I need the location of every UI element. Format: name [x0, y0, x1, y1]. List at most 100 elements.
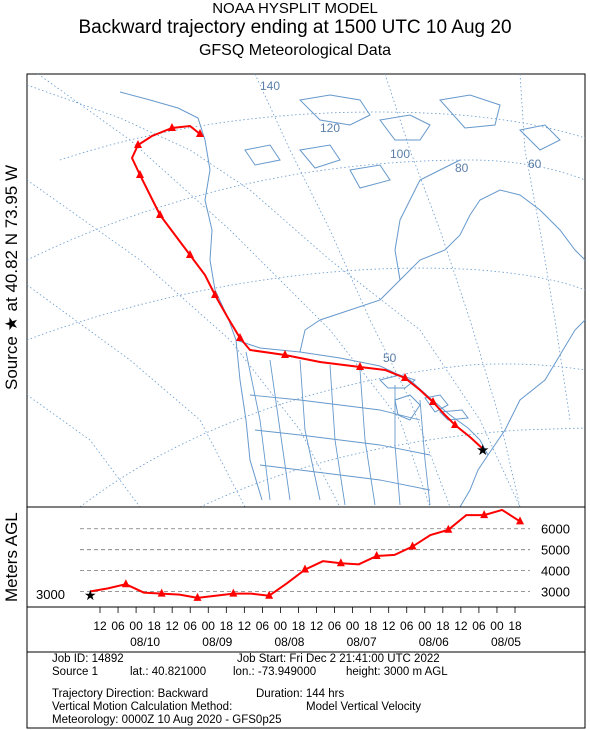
- lon-label-140: 140: [260, 79, 280, 93]
- time-tick-label: 18: [220, 619, 234, 633]
- source-name: Source 1: [52, 666, 99, 678]
- trajectory-marker: [401, 373, 409, 381]
- date-label: 08/10: [130, 635, 160, 649]
- date-label: 08/08: [274, 635, 304, 649]
- state-borders: [245, 351, 431, 506]
- height-tick-label: 3000: [541, 585, 570, 600]
- time-tick-label: 00: [129, 619, 143, 633]
- time-tick-marks: [99, 607, 516, 613]
- info-frame: [26, 651, 586, 729]
- chart-title-line1: NOAA HYSPLIT MODEL: [212, 0, 378, 17]
- height-marker: [229, 588, 238, 597]
- time-axis-frame: [26, 606, 586, 653]
- source-star-height: ★: [84, 587, 97, 603]
- arctic-islands: [244, 94, 561, 189]
- trajectory-marker: [186, 250, 194, 258]
- meridian-140: [27, 84, 521, 507]
- time-axis-panel: 12 06 00 18 12 06 00 18 12 06 00 18 12 06 00 18 12 06 00 18…: [26, 606, 586, 653]
- coastline: [119, 91, 585, 507]
- time-tick-label: 06: [256, 619, 270, 633]
- vertical-method-label: Vertical Motion Calculation Method:: [52, 701, 233, 713]
- height-marker: [372, 550, 381, 559]
- lat-label-50: 50: [383, 351, 397, 365]
- height-marker: [301, 564, 309, 573]
- trajectory-marker: [429, 397, 437, 405]
- time-tick-label: 18: [508, 619, 522, 633]
- map-panel: 140 120 100 80 60 50 ★: [26, 73, 586, 508]
- time-tick-label: 06: [184, 619, 198, 633]
- trajectory-direction: Trajectory Direction: Backward: [52, 688, 209, 700]
- trajectory-markers: [134, 123, 459, 428]
- trajectory-marker: [451, 420, 459, 428]
- time-tick-label: 12: [93, 619, 107, 633]
- height-marker: [516, 516, 524, 525]
- time-tick-label: 00: [346, 619, 360, 633]
- job-start: Job Start: Fri Dec 2 21:41:00 UTC 2022: [237, 653, 440, 665]
- chart-subtitle: GFSQ Meteorological Data: [198, 42, 392, 59]
- time-tick-label: 12: [454, 619, 468, 633]
- time-tick-label: 12: [165, 619, 179, 633]
- time-tick-label: 06: [328, 619, 342, 633]
- job-id: Job ID: 14892: [52, 653, 124, 665]
- lon-label-100: 100: [390, 147, 410, 161]
- time-tick-label: 12: [382, 619, 396, 633]
- source-star-map: ★: [476, 442, 489, 459]
- time-tick-label: 12: [310, 619, 324, 633]
- height-frame: [26, 506, 586, 608]
- trajectory-marker: [134, 140, 142, 148]
- height-ytick-labels: 3000 4000 5000 6000: [541, 522, 570, 600]
- start-height-label: 3000: [36, 587, 65, 602]
- duration: Duration: 144 hrs: [256, 688, 345, 700]
- parallel-1: [27, 159, 585, 261]
- time-tick-label: 00: [490, 619, 504, 633]
- meteorology: Meteorology: 0000Z 10 Aug 2020 - GFS0p25: [52, 714, 282, 726]
- time-tick-label: 18: [364, 619, 378, 633]
- trajectory-path: [130, 124, 484, 450]
- source-height: height: 3000 m AGL: [346, 666, 448, 678]
- date-label: 08/06: [419, 635, 449, 649]
- trajectory-marker: [356, 362, 364, 370]
- graticule: [27, 74, 585, 507]
- height-marker: [121, 579, 130, 588]
- time-tick-label: 06: [400, 619, 414, 633]
- height-tick-label: 6000: [541, 522, 570, 537]
- time-tick-label: 12: [238, 619, 252, 633]
- date-label: 08/09: [202, 635, 232, 649]
- height-marker: [157, 588, 166, 597]
- lon-label-120: 120: [320, 121, 340, 135]
- chart-title: Backward trajectory ending at 1500 UTC 1…: [78, 17, 512, 38]
- trajectory-marker: [168, 123, 176, 131]
- trajectory-marker: [211, 290, 219, 298]
- trajectory-marker: [156, 210, 164, 218]
- time-tick-labels: 12 06 00 18 12 06 00 18 12 06 00 18 12 06 00 18 12 06 00 18…: [93, 619, 522, 633]
- height-marker: [444, 524, 453, 533]
- trajectory-marker: [281, 350, 289, 358]
- height-marker: [336, 558, 345, 567]
- height-marker: [265, 590, 274, 599]
- parallel-2: [27, 267, 585, 341]
- time-tick-label: 18: [436, 619, 450, 633]
- meridian-b: [384, 74, 521, 507]
- meridian-60: [27, 394, 141, 507]
- time-tick-label: 18: [147, 619, 161, 633]
- height-trajectory-markers: [121, 510, 524, 601]
- date-label: 08/05: [491, 635, 521, 649]
- meridian-80: [27, 284, 246, 507]
- parallel-3: [79, 363, 585, 507]
- date-labels: 08/10 08/09 08/08 08/07 08/06 08/05: [130, 635, 521, 649]
- lon-label-80: 80: [455, 161, 469, 175]
- date-label: 08/07: [347, 635, 377, 649]
- lon-label-60: 60: [528, 157, 542, 171]
- time-tick-label: 06: [111, 619, 125, 633]
- height-marker: [408, 541, 417, 550]
- height-panel: 3000 4000 5000 6000 ★ 3000: [26, 506, 586, 608]
- great-lakes: [379, 374, 469, 421]
- height-tick-label: 5000: [541, 543, 570, 558]
- height-marker: [480, 510, 489, 519]
- source-lat: lat.: 40.821000: [130, 666, 207, 678]
- trajectory-marker: [196, 129, 204, 137]
- vertical-method-value: Model Vertical Velocity: [306, 701, 422, 713]
- meridian-a: [254, 74, 451, 507]
- time-tick-label: 00: [418, 619, 432, 633]
